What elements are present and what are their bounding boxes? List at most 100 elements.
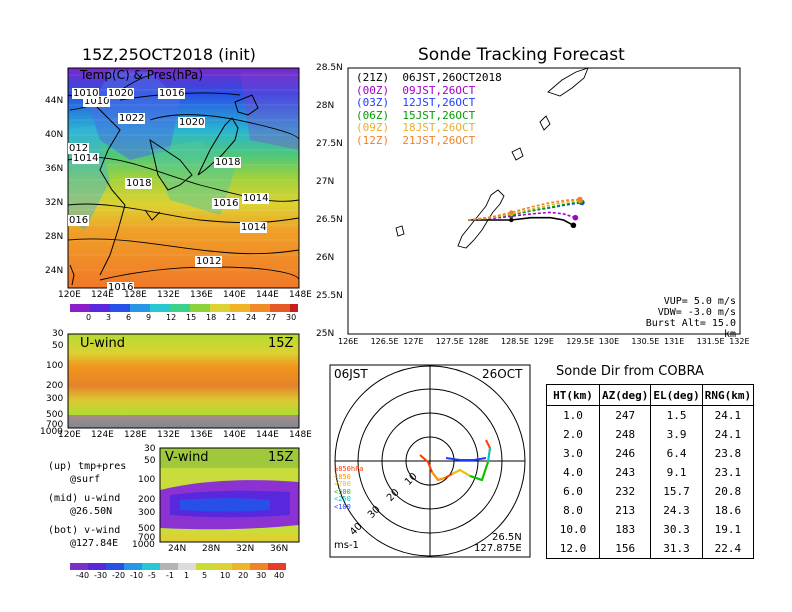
track-line <box>468 211 576 221</box>
table-title: Sonde Dir from COBRA <box>556 364 704 379</box>
wind-colorbar-tick: -5 <box>148 571 156 580</box>
track-x-tick: 131.5E <box>696 337 725 346</box>
param-burst: Burst Alt= 15.0 km <box>645 318 736 340</box>
col-ht: HT(km) <box>546 384 600 406</box>
table-cell: 15.7 <box>650 482 703 501</box>
vwind-y-tick: 300 <box>138 508 156 518</box>
vwind-x-tick: 24N <box>168 544 187 554</box>
hodograph-100 <box>487 447 491 463</box>
isobar-label: 1020 <box>178 117 206 128</box>
temp-colorbar <box>70 304 298 312</box>
uwind-x-tick: 144E <box>256 430 279 440</box>
table-row: 4.0 243 9.1 23.1 <box>546 463 755 482</box>
map-title: 15Z,25OCT2018 (init) <box>82 45 256 64</box>
isobar-label: 1016 <box>158 88 186 99</box>
uwind-x-tick: 140E <box>223 430 246 440</box>
note-line: @surf <box>70 474 101 485</box>
isobar-label: 016 <box>68 215 90 226</box>
isobar-label: 1010 <box>83 96 111 107</box>
table-row: 10.0 183 30.3 19.1 <box>546 520 755 539</box>
wind-colorbar-tick: -1 <box>166 571 174 580</box>
table-cell: 4.0 <box>546 463 600 482</box>
hodograph-250 <box>469 461 489 482</box>
vwind-y-tick: 1000 <box>132 540 155 550</box>
map-x-tick: 120E <box>58 290 81 300</box>
map-colorbar-tick: 24 <box>246 313 257 322</box>
map-y-tick: 40N <box>45 130 64 140</box>
table-cell: 3.0 <box>546 444 600 463</box>
track-y-tick: 28N <box>316 101 335 111</box>
track-panel <box>347 67 741 335</box>
track-legend-entry: (12Z) 21JST,26OCT <box>356 133 476 147</box>
table-row: 6.0 232 15.7 20.8 <box>546 482 755 501</box>
track-x-tick: 130E <box>598 337 620 346</box>
wind-colorbar-tick: -30 <box>94 571 108 580</box>
vwind-y-tick: 700 <box>138 533 156 543</box>
track-legend-entry: (00Z) 09JST,26OCT <box>356 83 476 97</box>
map-colorbar-tick: 30 <box>286 313 297 322</box>
table-cell: 213 <box>598 501 652 520</box>
note-line: @26.50N <box>70 506 113 517</box>
track-line <box>468 199 580 221</box>
table-cell: 156 <box>598 539 652 559</box>
launch-params: VUP= 5.0 m/s VDW= -3.0 m/s Burst Alt= 15… <box>630 296 736 340</box>
track-y-tick: 28.5N <box>316 63 343 73</box>
map-colorbar-tick: 0 <box>86 313 92 322</box>
isobar-label: 1018 <box>214 157 242 168</box>
uwind-x-tick: 120E <box>58 430 81 440</box>
uwind-x-tick: 148E <box>289 430 312 440</box>
track-y-tick: 27N <box>316 177 335 187</box>
map-x-tick: 140E <box>223 290 246 300</box>
polar-legend-entry: <850 <box>334 472 351 481</box>
polar-level-legend: ≥850hPa <850 <700 <500 <250 <100 <box>334 465 364 511</box>
uwind-y-tick: 1000 <box>40 427 63 437</box>
table-cell: 232 <box>598 482 652 501</box>
isobar-label: 1012 <box>195 256 223 267</box>
polar-lat: 26.5N <box>492 532 522 543</box>
map-y-tick: 32N <box>45 198 64 208</box>
table-cell: 24.1 <box>701 425 755 444</box>
map-colorbar-tick: 3 <box>106 313 112 322</box>
track-x-tick: 127E <box>403 337 424 346</box>
table-row: 2.0 248 3.9 24.1 <box>546 425 755 444</box>
polar-unit: ms-1 <box>334 540 359 551</box>
isobar-label: 1016 <box>107 282 135 293</box>
track-line <box>468 201 581 221</box>
isobar-label: 1018 <box>125 178 153 189</box>
map-colorbar-tick: 12 <box>166 313 177 322</box>
wind-colorbar-tick: 10 <box>220 571 231 580</box>
table-cell: 183 <box>598 520 652 539</box>
wind-colorbar-tick: 20 <box>238 571 249 580</box>
table-row: 3.0 246 6.4 23.8 <box>546 444 755 463</box>
track-y-tick: 26.5N <box>316 215 343 225</box>
uwind-y-tick: 500 <box>46 410 64 420</box>
polar-time: 06JST <box>334 367 368 381</box>
vwind-x-tick: 36N <box>270 544 289 554</box>
wind-colorbar-tick: -10 <box>130 571 144 580</box>
track-y-tick: 25.5N <box>316 291 343 301</box>
map-colorbar-tick: 27 <box>266 313 277 322</box>
track-legend-entry: (06Z) 15JST,26OCT <box>356 108 476 122</box>
uwind-label: U-wind <box>80 336 125 351</box>
vwind-panel <box>159 447 300 543</box>
sonde-direction-table: HT(km) AZ(deg) EL(deg) RNG(km) 1.0 247 1.5… <box>546 384 755 559</box>
vwind-label: V-wind <box>165 450 209 465</box>
hodograph-700 <box>431 471 446 482</box>
hodograph-top <box>445 457 487 461</box>
table-cell: 31.3 <box>650 539 703 559</box>
polar-legend-entry: <500 <box>334 487 351 496</box>
isobar-label: 1022 <box>118 113 146 124</box>
table-cell: 9.1 <box>650 463 703 482</box>
track-x-tick: 131E <box>664 337 685 346</box>
polar-panel <box>329 364 531 558</box>
isobar-label: 1020 <box>107 88 135 99</box>
wind-colorbar-tick: 30 <box>256 571 267 580</box>
track-midpoint <box>509 217 514 223</box>
param-vdw: VDW= -3.0 m/s <box>657 307 736 318</box>
track-x-tick: 132E <box>729 337 750 346</box>
track-line <box>468 198 580 221</box>
polar-lon: 127.875E <box>474 543 522 554</box>
wind-colorbar-tick: 1 <box>184 571 190 580</box>
map-y-tick: 28N <box>45 232 64 242</box>
uwind-y-tick: 30 <box>52 329 64 339</box>
